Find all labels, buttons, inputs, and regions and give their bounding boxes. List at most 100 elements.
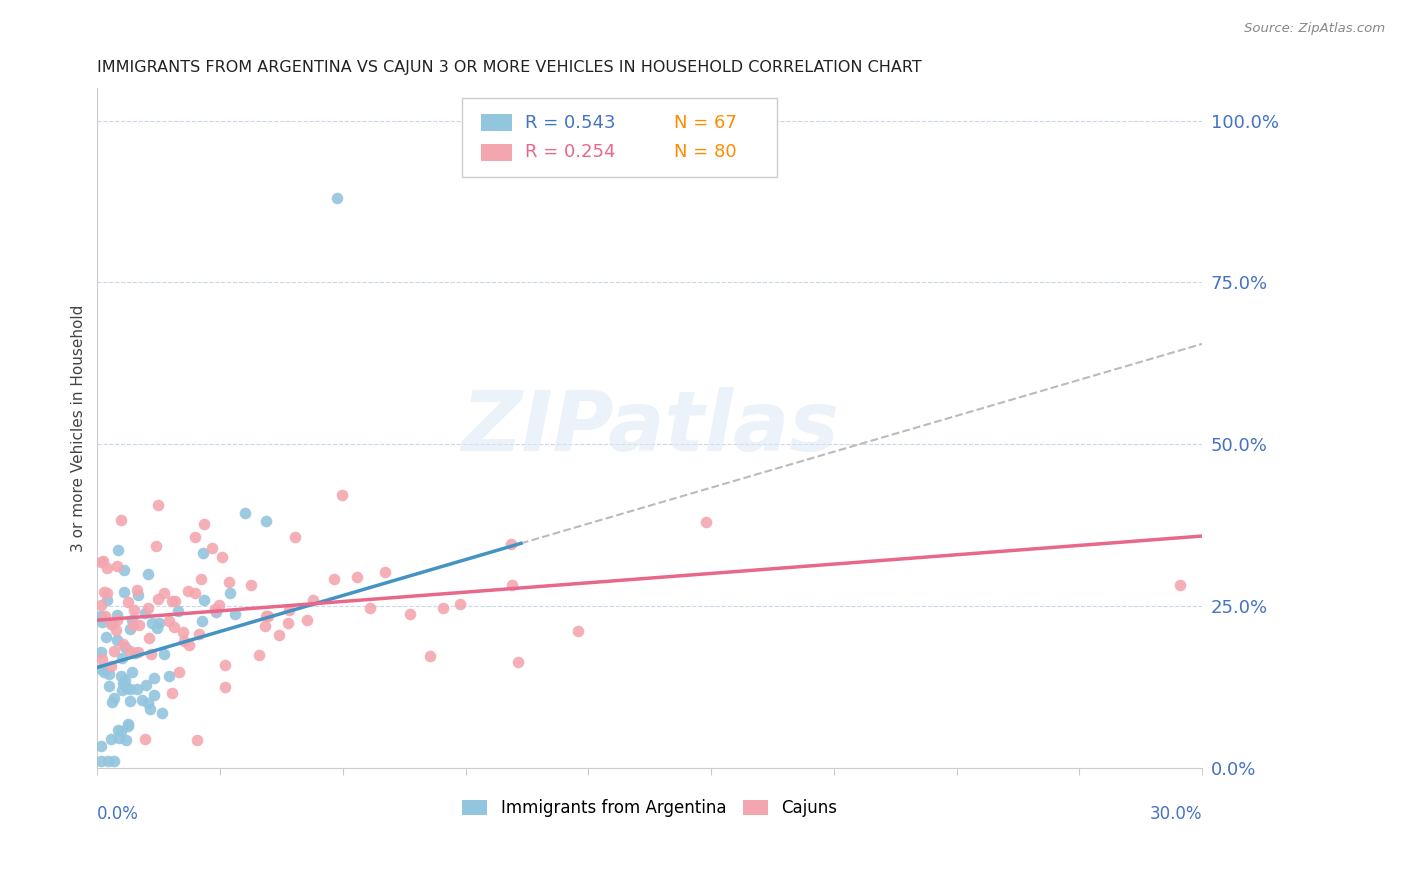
Point (346, 570, 368, 584)
Point (214, 658, 236, 673)
Text: R = 0.254: R = 0.254 (524, 144, 616, 161)
Point (93, 585, 115, 599)
Point (107, 542, 129, 557)
Point (134, 732, 156, 747)
Point (100, 731, 122, 746)
Text: N = 67: N = 67 (673, 113, 737, 132)
Point (163, 620, 186, 634)
Point (131, 692, 153, 706)
Point (214, 681, 236, 695)
Point (115, 681, 138, 696)
Point (204, 605, 226, 619)
Point (112, 585, 135, 599)
Point (146, 592, 169, 607)
Text: ZIPatlas: ZIPatlas (461, 387, 839, 468)
Point (90, 644, 112, 658)
Point (184, 530, 207, 544)
Point (125, 681, 148, 696)
Point (188, 627, 211, 641)
Point (239, 578, 262, 592)
Point (257, 608, 280, 623)
Point (419, 648, 441, 663)
Point (190, 572, 212, 586)
Point (117, 719, 139, 733)
Point (277, 603, 299, 617)
Point (111, 637, 134, 651)
Point (90, 615, 112, 629)
FancyBboxPatch shape (481, 144, 512, 161)
Point (146, 498, 169, 512)
Point (201, 541, 224, 556)
Point (103, 754, 125, 768)
Point (374, 565, 396, 579)
Point (506, 655, 529, 669)
Point (136, 600, 159, 615)
Point (224, 607, 246, 622)
Point (141, 616, 163, 631)
Point (176, 583, 198, 598)
Point (107, 723, 129, 737)
Point (136, 696, 159, 710)
Point (179, 638, 201, 652)
Text: 0.0%: 0.0% (97, 805, 139, 823)
Point (127, 645, 149, 659)
Point (125, 583, 148, 598)
Point (143, 688, 166, 702)
Point (1168, 578, 1191, 592)
Point (91, 554, 114, 568)
Point (139, 702, 162, 716)
Point (325, 191, 347, 205)
Point (138, 631, 160, 645)
Point (152, 586, 174, 600)
Point (157, 614, 180, 628)
Point (94, 630, 117, 644)
Point (148, 615, 170, 630)
Point (186, 733, 208, 747)
Point (163, 594, 186, 608)
Point (160, 686, 183, 700)
Point (204, 602, 226, 616)
Point (254, 608, 277, 623)
Point (142, 671, 165, 685)
Text: IMMIGRANTS FROM ARGENTINA VS CAJUN 3 OR MORE VEHICLES IN HOUSEHOLD CORRELATION C: IMMIGRANTS FROM ARGENTINA VS CAJUN 3 OR … (97, 60, 922, 75)
Point (153, 647, 176, 661)
Point (105, 613, 128, 627)
Point (127, 588, 149, 602)
Point (124, 646, 146, 660)
Point (90, 598, 112, 612)
Point (103, 644, 125, 658)
Point (105, 624, 128, 638)
Point (111, 683, 134, 698)
Point (399, 607, 422, 621)
Point (139, 647, 162, 661)
Point (110, 651, 132, 665)
Point (283, 530, 305, 544)
Text: N = 80: N = 80 (673, 144, 737, 161)
Y-axis label: 3 or more Vehicles in Household: 3 or more Vehicles in Household (72, 304, 86, 551)
Point (183, 586, 205, 600)
Point (98, 667, 121, 681)
Point (359, 601, 381, 615)
Point (111, 676, 134, 690)
Point (136, 566, 159, 581)
Point (157, 669, 180, 683)
Point (117, 595, 139, 609)
Point (90, 754, 112, 768)
Point (112, 563, 135, 577)
Text: R = 0.543: R = 0.543 (524, 113, 616, 132)
Point (107, 608, 129, 623)
Point (211, 549, 233, 564)
Point (193, 546, 215, 560)
Point (277, 616, 299, 631)
Point (172, 624, 194, 639)
Point (114, 640, 136, 655)
Point (107, 731, 129, 746)
Point (501, 578, 523, 592)
Point (208, 598, 231, 612)
Point (122, 618, 145, 632)
Point (117, 717, 139, 731)
Point (100, 659, 122, 673)
Point (110, 669, 132, 683)
Point (115, 732, 138, 747)
Point (323, 573, 346, 587)
